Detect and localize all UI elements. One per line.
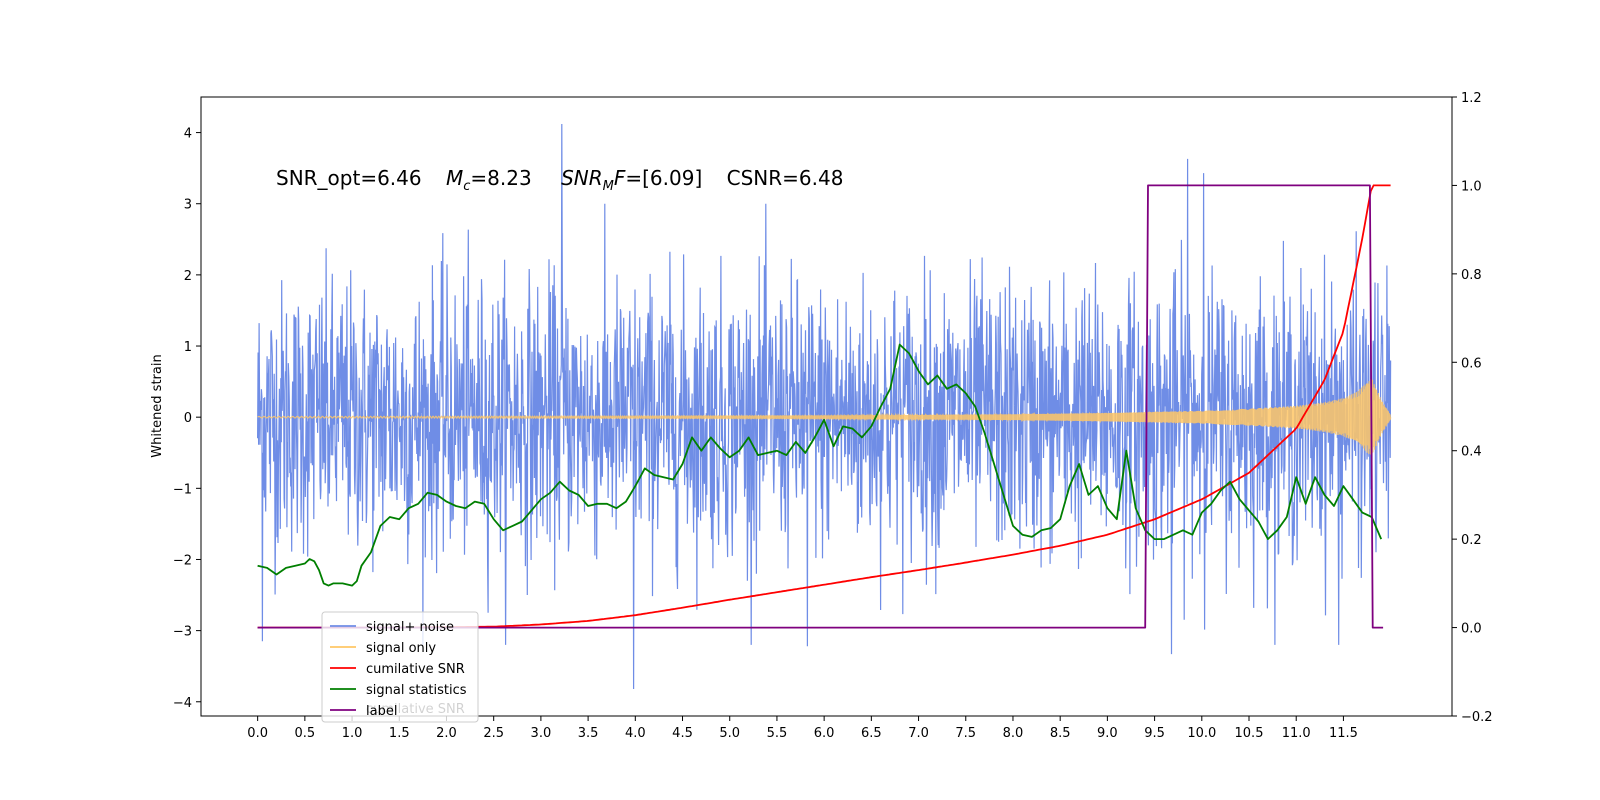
- x-tick-label: 2.5: [483, 726, 504, 741]
- x-tick-label: 9.5: [1144, 726, 1165, 741]
- x-tick-label: 0.0: [247, 726, 268, 741]
- y-left-tick-label: −1: [173, 482, 192, 497]
- y-axis-left: −4 −3 −2 −1 0 1 2 3 4: [173, 127, 201, 711]
- mc-subscript: c: [463, 179, 470, 194]
- x-tick-label: 10.5: [1235, 726, 1264, 741]
- y-left-tick-label: 4: [184, 127, 192, 142]
- y-axis-right: −0.2 0.0 0.2 0.4 0.6 0.8 1.0 1.2: [1452, 91, 1493, 725]
- snrmf-f: F: [614, 166, 626, 190]
- series-signal-only: [257, 378, 1392, 455]
- mc-value: =8.23: [470, 166, 531, 190]
- y-axis-label: Whitened strain: [150, 354, 165, 457]
- snr-opt-text: SNR_opt=6.46: [276, 166, 422, 190]
- x-tick-label: 1.5: [389, 726, 410, 741]
- x-tick-label: 10.0: [1187, 726, 1216, 741]
- y-left-tick-label: 0: [184, 411, 192, 426]
- y-right-tick-label: 0.8: [1461, 268, 1482, 283]
- plot-frame: [200, 96, 1453, 717]
- csnr-text: CSNR=6.48: [727, 166, 844, 190]
- x-tick-label: 6.5: [861, 726, 882, 741]
- legend-label: cumilative SNR: [366, 662, 465, 677]
- legend-label: signal+ noise: [366, 620, 454, 635]
- y-right-tick-label: 0.2: [1461, 533, 1482, 548]
- x-tick-label: 7.5: [955, 726, 976, 741]
- y-left-tick-label: −3: [173, 625, 192, 640]
- legend-label: signal statistics: [366, 683, 467, 698]
- y-left-tick-label: 1: [184, 340, 192, 355]
- x-tick-label: 4.0: [625, 726, 646, 741]
- x-tick-label: 1.0: [342, 726, 363, 741]
- legend-label: signal only: [366, 641, 436, 656]
- legend: signal+ noise signal only cumilative SNR si…: [321, 611, 479, 723]
- y-left-tick-label: −4: [173, 696, 192, 711]
- y-right-tick-label: 1.0: [1461, 179, 1482, 194]
- legend-overlap-text: cumilative SNR: [366, 702, 465, 717]
- y-right-tick-label: 0.0: [1461, 622, 1482, 637]
- x-tick-label: 11.0: [1282, 726, 1311, 741]
- x-axis: 0.0 0.5 1.0 1.5 2.0 2.5 3.0 3.5 4.0 4.5 5.0 5.5 6.0 6…: [247, 716, 1358, 741]
- x-tick-label: 8.5: [1050, 726, 1071, 741]
- x-tick-label: 3.5: [578, 726, 599, 741]
- stats-annotation: SNR_opt=6.46 Mc=8.23 SNRMF=[6.09] CSNR=6…: [276, 166, 843, 194]
- y-left-tick-label: 2: [184, 269, 192, 284]
- mc-symbol: M: [446, 166, 463, 190]
- y-right-tick-label: −0.2: [1461, 710, 1493, 725]
- y-left-tick-label: −2: [173, 553, 192, 568]
- snrmf-value: =[6.09]: [625, 166, 702, 190]
- y-right-tick-label: 0.6: [1461, 356, 1482, 371]
- series-label: [257, 184, 1384, 629]
- snrmf-subscript: M: [603, 179, 614, 194]
- snrmf-symbol: SNR: [561, 166, 603, 190]
- x-tick-label: 9.0: [1097, 726, 1118, 741]
- x-tick-label: 8.0: [1003, 726, 1024, 741]
- x-tick-label: 11.5: [1329, 726, 1358, 741]
- x-tick-label: 6.0: [814, 726, 835, 741]
- legend-box: [321, 611, 479, 723]
- y-right-tick-label: 0.4: [1461, 445, 1482, 460]
- series-signal-statistics: [257, 343, 1383, 587]
- x-tick-label: 3.0: [531, 726, 552, 741]
- x-tick-label: 4.5: [672, 726, 693, 741]
- x-tick-label: 2.0: [436, 726, 457, 741]
- y-left-tick-label: 3: [184, 198, 192, 213]
- x-tick-label: 0.5: [295, 726, 316, 741]
- x-tick-label: 7.0: [908, 726, 929, 741]
- x-tick-label: 5.0: [719, 726, 740, 741]
- legend-label: label: [366, 704, 397, 719]
- series-layer: [257, 123, 1392, 690]
- x-tick-label: 5.5: [767, 726, 788, 741]
- y-right-tick-label: 1.2: [1461, 91, 1482, 106]
- series-signal-noise: [257, 123, 1392, 690]
